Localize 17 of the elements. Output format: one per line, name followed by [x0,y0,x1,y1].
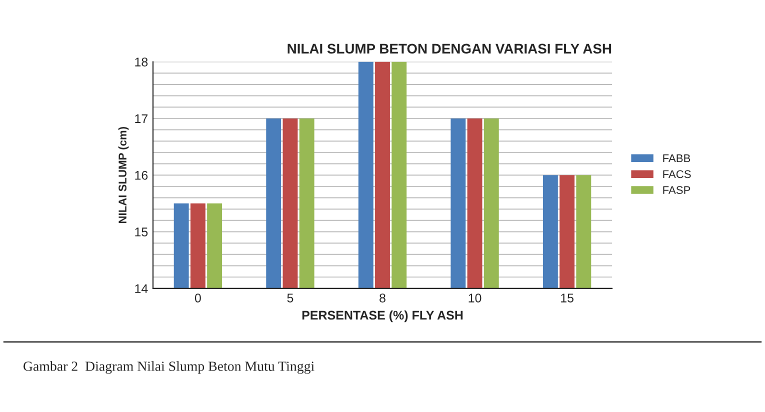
x-tick-label: 5 [287,294,294,302]
chart-title: NILAI SLUMP BETON DENGAN VARIASI FLY ASH [288,44,612,54]
y-tick-label: 14 [135,284,148,293]
text: Gambar 2 Diagram Nilai Slump Beton Mutu Tinggi [24,361,314,374]
x-tick-label: 8 [380,294,386,302]
y-tick-label: 18 [135,58,148,66]
y-tick-label: 17 [135,114,148,123]
x-tick-label: 15 [561,294,574,302]
x-tick-label: 10 [468,294,482,302]
y-tick-label: 15 [135,228,148,236]
x-axis-title: PERSENTASE (%) FLY ASH [302,310,463,322]
y-axis-title: NILAI SLUMP (cm) [118,126,129,224]
y-tick-label: 16 [135,170,148,180]
legend-label: FABB [663,154,690,162]
x-tick-label: 0 [194,294,201,302]
legend-label: FASP [663,186,690,194]
legend-label: FACS [663,170,691,178]
